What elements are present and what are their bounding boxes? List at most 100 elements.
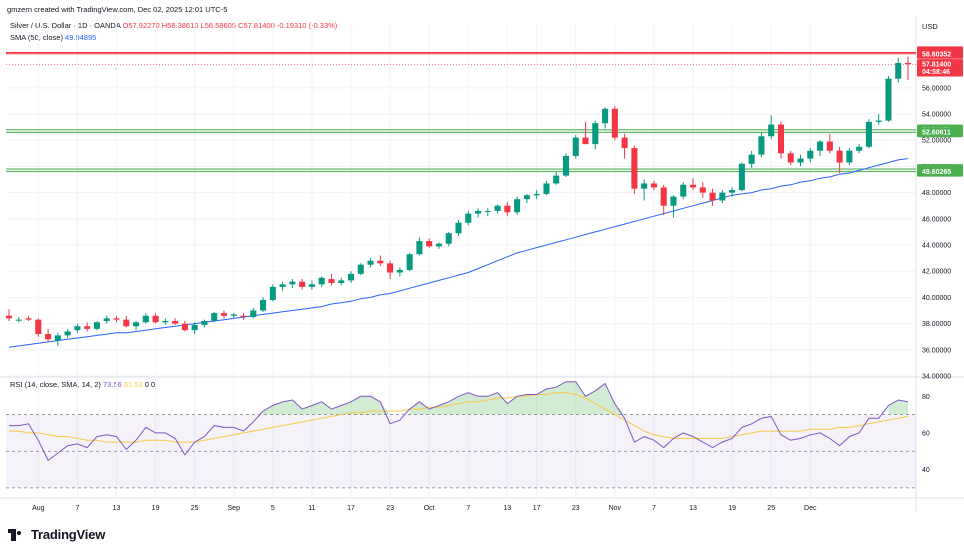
candle <box>435 242 442 249</box>
rsi-sma-line <box>9 392 909 443</box>
support-2-band <box>6 169 916 172</box>
time-tick-label: Oct <box>424 505 435 512</box>
candle-body <box>299 281 306 287</box>
candle-body <box>35 319 42 335</box>
candle <box>201 319 208 328</box>
price-tick-label: 42.00000 <box>922 269 951 276</box>
currency-label: USD <box>922 22 938 31</box>
candle <box>856 144 863 154</box>
price-tick-label: 34.00000 <box>922 374 951 381</box>
sma-line <box>8 158 909 348</box>
candle <box>826 133 833 154</box>
price-tag-label: 58.60352 <box>922 51 951 58</box>
candle <box>807 148 814 163</box>
candle <box>133 320 140 331</box>
candle-body <box>289 281 296 285</box>
candle <box>338 277 345 286</box>
candle-body <box>103 318 110 321</box>
tradingview-logo[interactable]: TradingView <box>8 527 105 542</box>
candle <box>719 190 726 204</box>
candle-body <box>553 175 560 184</box>
rsi-tick-label: 60 <box>922 430 930 437</box>
candle <box>475 208 482 218</box>
candle-body <box>826 141 833 151</box>
candle-body <box>660 187 667 206</box>
candle <box>113 315 120 323</box>
candle-body <box>54 335 61 341</box>
candle-body <box>611 108 618 138</box>
candle-body <box>84 326 91 329</box>
chart-header: gmzern created with TradingView.com, Dec… <box>7 5 228 14</box>
candle-body <box>318 277 325 285</box>
candle-body <box>74 326 81 331</box>
candle-body <box>689 184 697 188</box>
candle <box>367 258 374 268</box>
candle-body <box>523 195 530 200</box>
time-tick-label: 17 <box>347 505 355 512</box>
candle-body <box>152 315 159 323</box>
candle-body <box>387 263 394 273</box>
candle <box>650 180 657 191</box>
candle-body <box>220 313 228 316</box>
price-legend: Silver / U.S. Dollar · 1D · OANDA O57.92… <box>10 21 337 30</box>
time-tick-label: 7 <box>652 505 656 512</box>
candle-body <box>142 315 149 323</box>
candle-body <box>260 300 267 311</box>
candle <box>191 322 198 335</box>
candle-body <box>211 313 218 321</box>
candle-body <box>5 315 13 319</box>
time-axis: Aug 7 13 19 25 Sep 5 11 17 23 Oct 7 13 17 23 Nov 7 13 19 25… <box>32 505 817 512</box>
candle <box>406 252 413 272</box>
candle <box>5 309 13 321</box>
price-tick-label: 56.00000 <box>922 85 951 92</box>
time-tick-label: Aug <box>32 505 45 512</box>
candle <box>220 310 228 319</box>
candle-body <box>817 141 824 151</box>
candle-body <box>133 322 140 327</box>
candle-body <box>64 331 71 336</box>
candle-body <box>562 155 570 176</box>
candle <box>15 317 22 323</box>
candle <box>670 195 677 218</box>
candle <box>572 134 579 159</box>
sma-label[interactable]: SMA (50, close) <box>10 33 63 42</box>
candle-body <box>777 124 784 154</box>
candle <box>602 107 609 129</box>
logo-text: TradingView <box>31 527 106 542</box>
rsi-label[interactable]: RSI (14, close, SMA, 14, 2) <box>10 380 101 389</box>
candle <box>758 132 765 158</box>
candle <box>396 267 403 277</box>
time-tick-label: Sep <box>228 505 241 512</box>
candle <box>865 119 872 149</box>
candle-body <box>93 322 100 329</box>
candle-body <box>162 320 169 323</box>
price-tick-label: 48.00000 <box>922 190 951 197</box>
candle <box>836 146 843 173</box>
candle-body <box>328 279 335 284</box>
candle <box>181 320 188 332</box>
candle <box>523 193 530 204</box>
candle-body <box>240 315 247 318</box>
price-tick-label: 44.00000 <box>922 243 951 250</box>
candle <box>103 315 110 324</box>
candle <box>299 279 306 290</box>
tradingview-logo-icon <box>8 528 26 541</box>
candle-body <box>787 153 794 163</box>
candle-body <box>797 158 804 163</box>
candle-body <box>533 193 540 196</box>
candle-body <box>836 150 843 163</box>
time-tick-label: 25 <box>767 505 775 512</box>
candle-body <box>807 150 814 159</box>
time-tick-label: 11 <box>308 505 315 512</box>
candle <box>885 76 892 122</box>
candle-body <box>592 123 599 145</box>
candle <box>54 332 61 346</box>
candle-body <box>475 210 482 214</box>
candle <box>895 57 902 83</box>
candle-body <box>416 241 423 255</box>
candle-body <box>621 137 628 149</box>
candle-body <box>572 137 579 156</box>
symbol-title[interactable]: Silver / U.S. Dollar · 1D · OANDA <box>10 21 121 30</box>
candle <box>93 320 100 331</box>
